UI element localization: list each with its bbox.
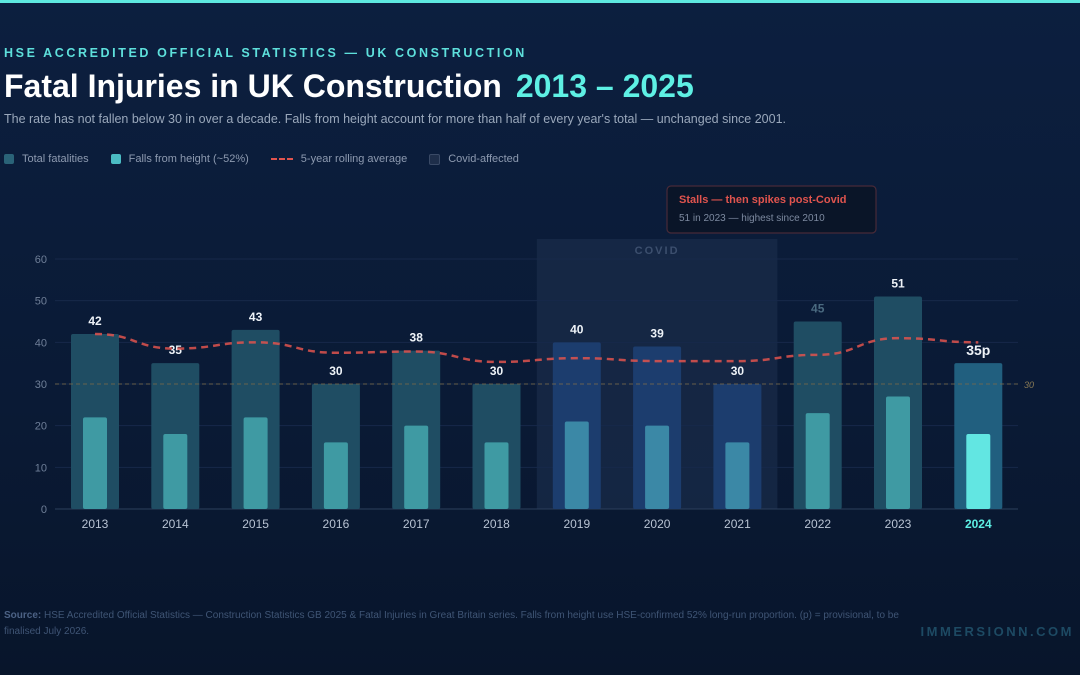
bar-falls — [484, 442, 509, 509]
subtitle: The rate has not fallen below 30 in over… — [4, 112, 787, 126]
chart: COVID 0 10 20 30 40 50 60 2013 42 2014 35 2015 43 2016… — [35, 185, 1034, 531]
legend-item-falls: Falls from height (~52%) — [110, 153, 249, 165]
data-label: 40 — [570, 322, 584, 336]
x-tick-label: 2022 — [804, 517, 831, 531]
top-accent-bar — [0, 0, 1080, 3]
source-label: Source: — [4, 610, 42, 621]
y-tick-label: 40 — [35, 337, 47, 349]
bar-falls — [564, 421, 589, 509]
legend-item-total: Total fatalities — [4, 153, 89, 165]
annotation-text: 51 in 2023 — highest since 2010 — [679, 213, 825, 224]
x-tick-label: 2021 — [724, 517, 751, 531]
brand-watermark: IMMERSIONN.COM — [920, 624, 1074, 639]
x-tick-label: 2017 — [403, 517, 430, 531]
data-label: 30 — [329, 364, 343, 378]
data-label: 35 — [169, 343, 183, 357]
data-label: 30 — [731, 364, 745, 378]
x-tick-label: 2016 — [323, 517, 350, 531]
data-label: 42 — [88, 314, 102, 328]
x-tick-label: 2020 — [644, 517, 671, 531]
bar-falls — [805, 413, 830, 509]
y-tick-label: 50 — [35, 296, 47, 308]
legend-item-covid: Covid-affected — [429, 153, 519, 165]
covid-label: COVID — [635, 245, 680, 257]
bar-falls — [725, 442, 750, 509]
legend-label: 5-year rolling average — [300, 153, 408, 165]
y-tick-label: 0 — [41, 504, 47, 516]
source-text: HSE Accredited Official Statistics — Con… — [4, 610, 899, 637]
y-tick-label: 10 — [35, 462, 47, 474]
data-label: 51 — [891, 277, 905, 291]
x-tick-label: 2019 — [563, 517, 590, 531]
legend-swatch — [110, 154, 121, 164]
data-label: 35p — [966, 342, 990, 358]
reference-label: 30 — [1024, 380, 1034, 390]
x-tick-label: 2018 — [483, 517, 510, 531]
kicker: HSE ACCREDITED OFFICIAL STATISTICS — UK … — [4, 46, 527, 60]
source-note: Source: HSE Accredited Official Statisti… — [4, 608, 924, 640]
legend-swatch — [429, 153, 441, 165]
data-label: 38 — [410, 331, 424, 345]
y-tick-label: 20 — [35, 421, 47, 433]
title-years: 2013 – 2025 — [515, 68, 694, 104]
bar-falls — [163, 434, 188, 509]
x-tick-label: 2015 — [242, 517, 269, 531]
annotation-box — [666, 185, 877, 234]
legend: Total fatalities Falls from height (~52%… — [4, 153, 519, 165]
bar-falls — [83, 417, 107, 509]
legend-item-average: 5-year rolling average — [270, 153, 408, 165]
title-text: Fatal Injuries in UK Construction — [4, 68, 502, 104]
bar-falls — [886, 396, 910, 509]
data-label: 43 — [249, 310, 263, 324]
rolling-average-line — [94, 332, 979, 364]
y-tick-label: 30 — [35, 379, 47, 391]
data-label: 45 — [811, 302, 825, 316]
legend-label: Covid-affected — [448, 153, 519, 165]
x-tick-label: 2024 — [965, 517, 992, 531]
legend-dash — [270, 158, 293, 160]
bar-falls — [645, 425, 670, 509]
data-label: 30 — [490, 364, 504, 378]
bar-falls — [243, 417, 268, 509]
y-tick-label: 60 — [35, 254, 47, 266]
x-tick-label: 2014 — [162, 517, 189, 531]
legend-label: Falls from height (~52%) — [128, 153, 249, 165]
x-tick-label: 2013 — [82, 517, 109, 531]
bar-falls — [404, 425, 429, 509]
bar-falls — [966, 434, 991, 509]
legend-swatch — [4, 154, 14, 164]
data-label: 39 — [650, 327, 664, 341]
page-title: Fatal Injuries in UK Construction 2013 – … — [4, 68, 694, 105]
legend-label: Total fatalities — [22, 153, 89, 165]
annotation-title: Stalls — then spikes post-Covid — [679, 194, 846, 206]
x-tick-label: 2023 — [885, 517, 912, 531]
bar-falls — [323, 442, 348, 509]
